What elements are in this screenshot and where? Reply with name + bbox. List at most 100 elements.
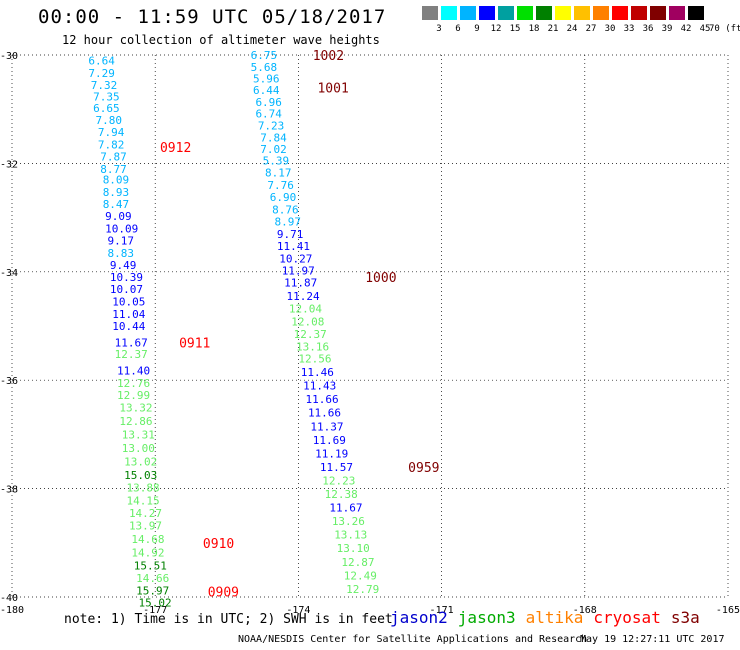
swh-value: 13.26 bbox=[332, 515, 365, 528]
swh-value: 9.49 bbox=[110, 259, 137, 272]
swh-value: 8.76 bbox=[272, 203, 299, 216]
colorbar-swatch bbox=[536, 6, 552, 20]
lon-tick-label: -177 bbox=[143, 605, 167, 616]
swh-value: 7.23 bbox=[258, 119, 285, 132]
lon-tick-label: -180 bbox=[0, 605, 24, 616]
pass-time-label: 0911 bbox=[179, 336, 210, 351]
lat-tick-label: -30 bbox=[0, 51, 18, 62]
lat-tick-label: -36 bbox=[0, 376, 18, 387]
swh-value: 7.35 bbox=[93, 91, 120, 104]
colorbar-label: 45 bbox=[699, 24, 711, 34]
swh-value: 11.24 bbox=[286, 290, 319, 303]
lon-tick-label: -174 bbox=[286, 605, 310, 616]
swh-value: 11.19 bbox=[315, 447, 348, 460]
swh-value: 12.38 bbox=[325, 488, 358, 501]
swh-value: 14.66 bbox=[136, 572, 169, 585]
swh-value: 13.13 bbox=[334, 529, 367, 542]
page-subtitle: 12 hour collection of altimeter wave hei… bbox=[62, 33, 380, 47]
swh-value: 7.82 bbox=[98, 138, 125, 151]
colorbar-swatch bbox=[460, 6, 476, 20]
pass-time-label: 1002 bbox=[313, 49, 344, 64]
pass-time-label: 0912 bbox=[160, 141, 191, 156]
generated-timestamp: May 19 12:27:11 UTC 2017 bbox=[580, 634, 725, 645]
swh-value: 11.37 bbox=[310, 420, 343, 433]
credit-text: NOAA/NESDIS Center for Satellite Applica… bbox=[238, 634, 588, 645]
swh-value: 11.46 bbox=[301, 366, 334, 379]
swh-value: 10.09 bbox=[105, 222, 138, 235]
swh-value: 10.39 bbox=[110, 271, 143, 284]
swh-value: 15.02 bbox=[138, 596, 171, 609]
swh-value: 7.94 bbox=[98, 126, 125, 139]
colorbar-label: 6 bbox=[455, 24, 461, 34]
legend-jason2: jason2 bbox=[390, 608, 448, 627]
swh-value: 12.23 bbox=[322, 474, 355, 487]
swh-value: 13.16 bbox=[296, 341, 329, 354]
legend-s3a: s3a bbox=[670, 608, 700, 627]
swh-value: 10.44 bbox=[112, 320, 145, 333]
swh-value: 11.43 bbox=[303, 380, 336, 393]
swh-value: 5.68 bbox=[251, 61, 278, 74]
swh-value: 14.27 bbox=[129, 507, 162, 520]
legend-cryosat: cryosat bbox=[593, 608, 661, 627]
swh-value: 11.57 bbox=[320, 461, 353, 474]
colorbar-swatch bbox=[441, 6, 457, 20]
swh-value: 15.51 bbox=[134, 560, 167, 573]
swh-value: 13.31 bbox=[122, 428, 155, 441]
colorbar-label: 3 bbox=[436, 24, 442, 34]
satellite-legend: jason2 jason3 altika cryosat s3a bbox=[390, 608, 710, 627]
swh-value: 7.87 bbox=[100, 150, 127, 163]
lat-tick-label: -38 bbox=[0, 485, 18, 496]
lon-tick-label: -165 bbox=[716, 605, 740, 616]
swh-value: 6.75 bbox=[251, 49, 278, 62]
swh-value: 6.90 bbox=[270, 191, 297, 204]
colorbar-swatch bbox=[612, 6, 628, 20]
swh-value: 5.39 bbox=[263, 155, 290, 168]
colorbar-label: 15 bbox=[509, 24, 521, 34]
swh-value: 15.03 bbox=[124, 469, 157, 482]
legend-altika: altika bbox=[525, 608, 584, 627]
swh-value: 7.32 bbox=[91, 79, 118, 92]
swh-value: 13.32 bbox=[119, 401, 152, 414]
swh-value: 11.04 bbox=[112, 308, 145, 321]
pass-time-label: 0959 bbox=[408, 461, 439, 476]
swh-value: 8.83 bbox=[107, 247, 134, 260]
swh-value: 11.69 bbox=[313, 434, 346, 447]
swh-value: 11.66 bbox=[308, 407, 341, 420]
swh-value: 8.47 bbox=[103, 198, 129, 211]
swh-value: 10.07 bbox=[110, 283, 143, 296]
pass-time-label: 0909 bbox=[208, 586, 239, 601]
colorbar-label: 12 bbox=[490, 24, 502, 34]
swh-value: 6.74 bbox=[255, 108, 282, 121]
swh-value: 14.68 bbox=[131, 533, 164, 546]
colorbar-label: 30 bbox=[604, 24, 616, 34]
colorbar-label: 33 bbox=[623, 24, 635, 34]
colorbar-label: 21 bbox=[547, 24, 559, 34]
swh-value: 12.49 bbox=[344, 569, 377, 582]
swh-value: 12.04 bbox=[289, 303, 322, 316]
colorbar-label: 9 bbox=[474, 24, 480, 34]
swh-value: 13.88 bbox=[127, 482, 160, 495]
lat-tick-label: -32 bbox=[0, 159, 18, 170]
colorbar-label: 24 bbox=[566, 24, 578, 34]
swh-value: 9.71 bbox=[277, 228, 304, 241]
swh-value: 13.00 bbox=[122, 442, 155, 455]
swh-value: 10.27 bbox=[279, 252, 312, 265]
swh-value: 8.93 bbox=[103, 186, 129, 199]
colorbar-swatch bbox=[479, 6, 495, 20]
page-title: 00:00 - 11:59 UTC 05/18/2017 bbox=[38, 6, 387, 28]
pass-time-label: 1001 bbox=[317, 82, 348, 97]
lat-tick-label: -34 bbox=[0, 268, 18, 279]
pass-time-label: 0910 bbox=[203, 537, 234, 552]
colorbar-swatch bbox=[498, 6, 514, 20]
swh-value: 7.29 bbox=[88, 67, 115, 80]
colorbar-label: 18 bbox=[528, 24, 540, 34]
colorbar-label: 39 bbox=[661, 24, 673, 34]
swh-value: 11.87 bbox=[284, 277, 317, 290]
colorbar-label: 70 (ft) bbox=[709, 24, 740, 34]
colorbar-swatch bbox=[688, 6, 704, 20]
colorbar-swatch bbox=[650, 6, 666, 20]
lon-tick-label: -171 bbox=[430, 605, 454, 616]
swh-value: 13.97 bbox=[129, 519, 162, 532]
swh-value: 13.10 bbox=[337, 542, 370, 555]
